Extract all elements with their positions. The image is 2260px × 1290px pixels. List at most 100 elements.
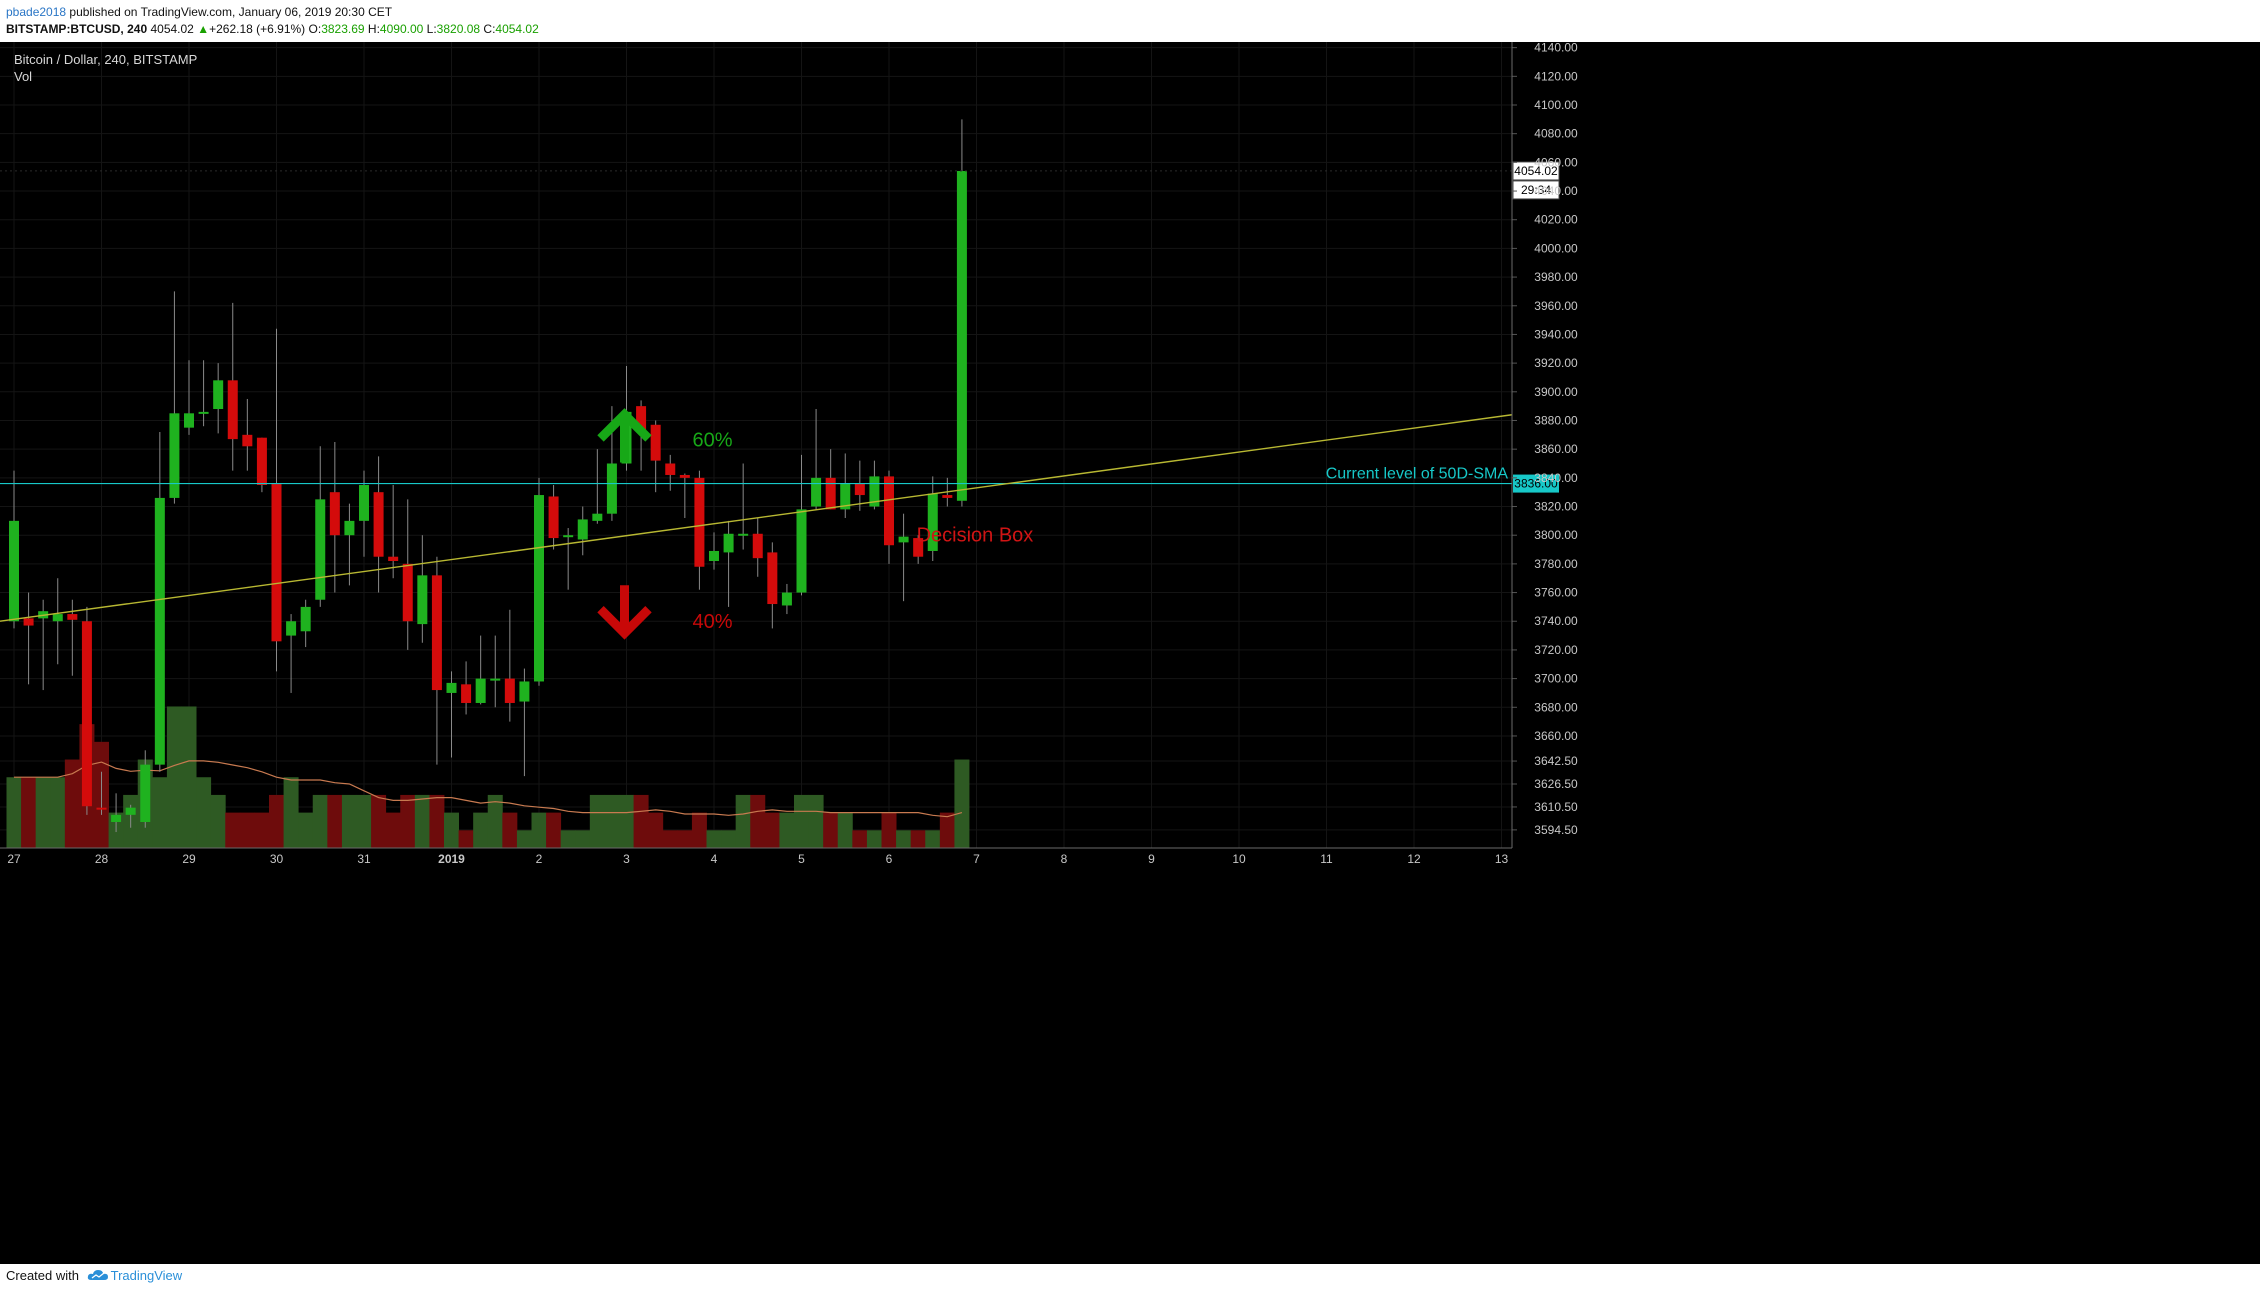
axes: 3594.50 3610.50 3626.50 3642.50 3660.00 3680.… xyxy=(0,42,1578,866)
low-value: 3820.08 xyxy=(436,22,481,36)
candle-body xyxy=(242,434,253,447)
volume-bar xyxy=(837,812,853,848)
x-tick-label: 4 xyxy=(711,852,718,866)
volume-bar xyxy=(691,812,707,848)
up-arrow-icon xyxy=(597,408,652,463)
x-tick-label: 28 xyxy=(95,852,109,866)
x-tick-label: 2 xyxy=(536,852,543,866)
candle-body xyxy=(606,463,617,514)
y-tick-label: 4000.00 xyxy=(1534,241,1578,255)
volume-ma-line xyxy=(14,760,963,818)
y-tick-label: 3700.00 xyxy=(1534,672,1578,686)
x-tick-label: 30 xyxy=(270,852,284,866)
candle-body xyxy=(256,437,267,486)
volume-bar xyxy=(896,830,912,848)
footer: Created with TradingView xyxy=(0,1264,2260,1290)
candle-body xyxy=(679,474,690,478)
y-tick-label: 3980.00 xyxy=(1534,270,1578,284)
x-tick-label: 3 xyxy=(623,852,630,866)
candle-body xyxy=(796,509,807,593)
candle-body xyxy=(446,682,457,693)
candle-body xyxy=(67,614,78,620)
candle-body xyxy=(738,533,749,536)
candle-body xyxy=(198,411,209,414)
y-tick-label: 3594.50 xyxy=(1534,823,1578,837)
candle-body xyxy=(300,606,311,632)
candle-body xyxy=(854,483,865,496)
candle-body xyxy=(723,533,734,553)
close-label: C: xyxy=(483,22,496,36)
y-tick-label: 3760.00 xyxy=(1534,586,1578,600)
candle-body xyxy=(9,520,19,622)
candle-body xyxy=(534,495,544,682)
y-tick-label: 3940.00 xyxy=(1534,327,1578,341)
y-tick-label: 3860.00 xyxy=(1534,442,1578,456)
candle-body xyxy=(286,621,297,636)
candle-body xyxy=(52,614,63,622)
volume-bar xyxy=(458,830,474,848)
candle-body xyxy=(504,678,515,703)
x-tick-label: 9 xyxy=(1148,852,1155,866)
candle-body xyxy=(694,477,705,567)
candle-body xyxy=(81,621,92,807)
volume-bar xyxy=(429,794,445,848)
y-tick-label: 3610.50 xyxy=(1534,800,1578,814)
volume-bar xyxy=(516,830,532,848)
volume-bars xyxy=(6,706,970,848)
candle-body xyxy=(125,807,136,815)
volume-bar xyxy=(546,812,562,848)
open-label: O: xyxy=(308,22,322,36)
volume-bar xyxy=(414,794,430,848)
candle-body xyxy=(475,678,486,703)
candle-body xyxy=(373,492,384,557)
chart-legend-title: Bitcoin / Dollar, 240, BITSTAMP xyxy=(14,52,197,67)
y-tick-label: 3880.00 xyxy=(1534,413,1578,427)
volume-bar xyxy=(312,794,328,848)
author-link[interactable]: pbade2018 xyxy=(6,5,67,19)
volume-bar xyxy=(166,706,182,848)
volume-bar xyxy=(823,812,839,848)
price-change: +262.18 (+6.91%) xyxy=(209,22,306,36)
sma-label: Current level of 50D-SMA xyxy=(1326,466,1509,483)
volume-bar xyxy=(225,812,241,848)
volume-moving-average xyxy=(14,760,963,818)
candle-body xyxy=(840,483,851,510)
volume-bar xyxy=(35,777,51,848)
candle-body xyxy=(592,513,603,521)
trend-line xyxy=(0,414,1513,622)
publish-header: pbade2018 published on TradingView.com, … xyxy=(0,0,2260,42)
volume-bar xyxy=(50,777,66,848)
candle-body xyxy=(884,476,894,546)
x-tick-label: 29 xyxy=(182,852,196,866)
candle-body xyxy=(359,485,369,521)
volume-bar xyxy=(341,794,357,848)
volume-bar xyxy=(706,830,722,848)
y-tick-label: 4060.00 xyxy=(1534,155,1578,169)
y-tick-label: 4140.00 xyxy=(1534,42,1578,55)
y-tick-label: 4040.00 xyxy=(1534,184,1578,198)
y-tick-label: 3960.00 xyxy=(1534,299,1578,313)
volume-bar xyxy=(677,830,693,848)
volume-bar xyxy=(473,812,489,848)
created-with: Created with TradingView xyxy=(6,1268,182,1283)
high-label: H: xyxy=(367,22,380,36)
grid xyxy=(0,42,1512,848)
countdown-tag-text: 29:34 xyxy=(1521,183,1551,197)
sma-price-tag-text: 3836.00 xyxy=(1514,477,1558,491)
chart-background xyxy=(0,42,2260,1264)
y-tick-label: 3740.00 xyxy=(1534,614,1578,628)
y-tick-label: 3780.00 xyxy=(1534,557,1578,571)
tradingview-link[interactable]: TradingView xyxy=(110,1268,183,1283)
volume-bar xyxy=(925,830,941,848)
high-value: 4090.00 xyxy=(379,22,424,36)
volume-bar xyxy=(939,812,955,848)
price-chart[interactable]: Current level of 50D-SMA4054.0229:343836… xyxy=(0,42,2260,1264)
y-tick-label: 3840.00 xyxy=(1534,471,1578,485)
volume-bar xyxy=(808,794,824,848)
volume-bar xyxy=(239,812,255,848)
volume-bar xyxy=(531,812,547,848)
volume-bar xyxy=(269,794,284,848)
candle-body xyxy=(577,519,588,540)
volume-bar xyxy=(298,812,314,848)
candle-body xyxy=(752,533,763,559)
